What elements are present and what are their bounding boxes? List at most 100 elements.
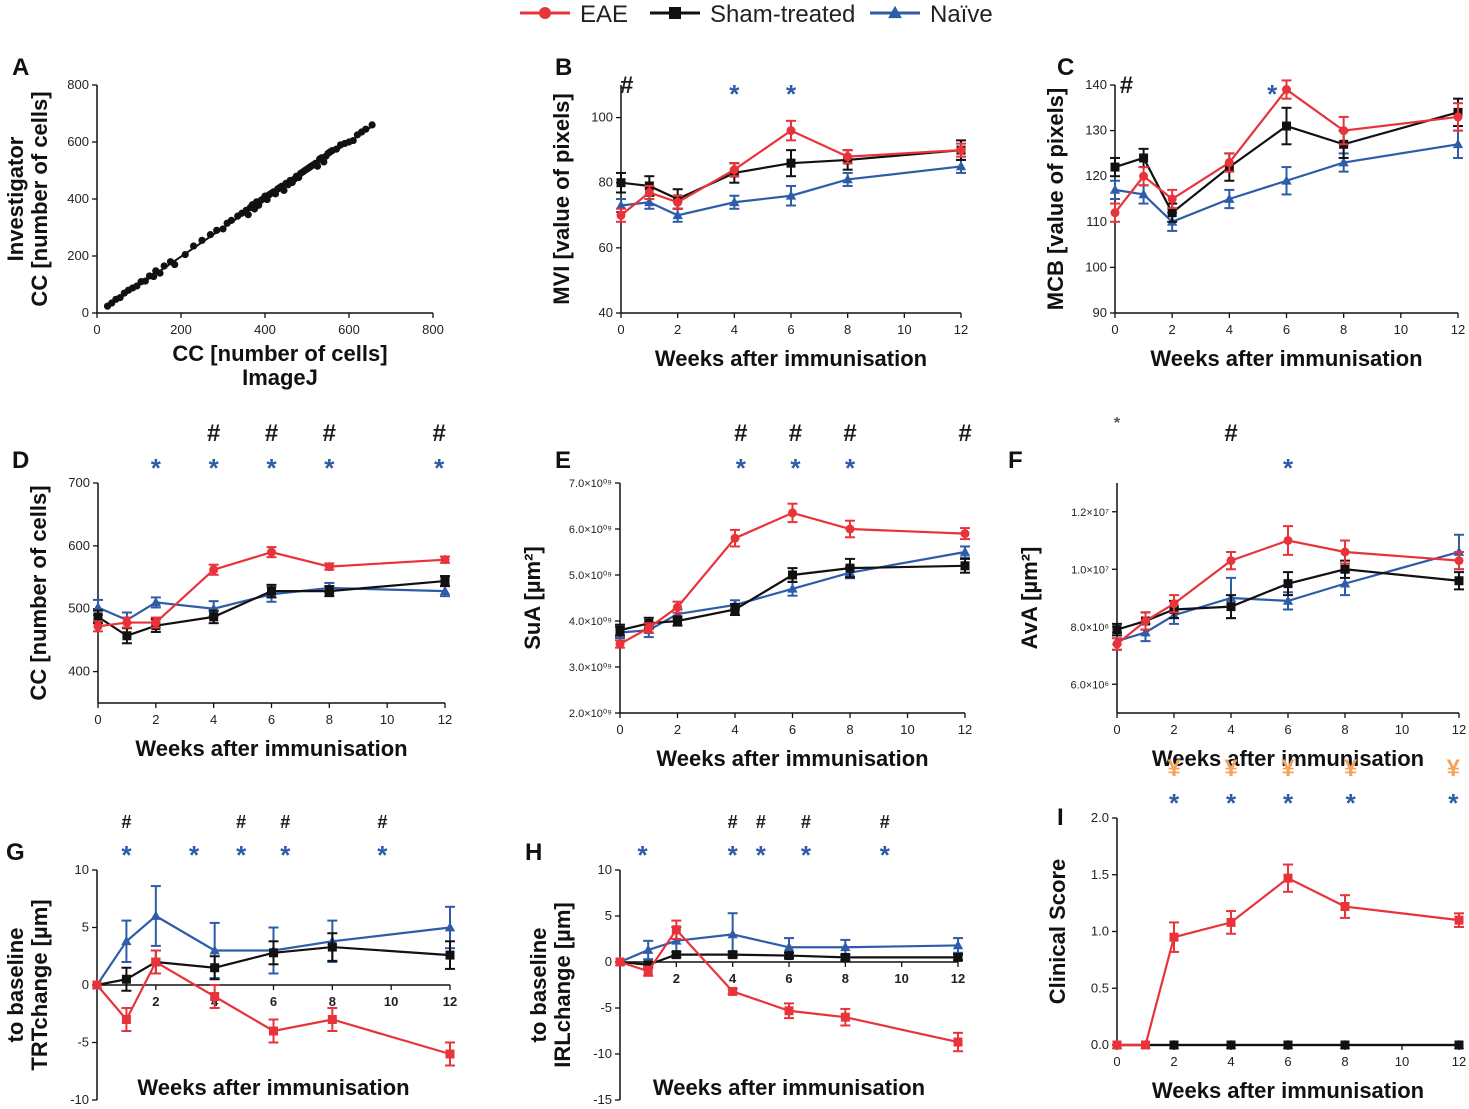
y-tick-label: 2.0 (1091, 810, 1109, 825)
panel-letter: F (1008, 447, 1023, 474)
x-tick-label: 0 (616, 722, 623, 737)
series-sham (1112, 1040, 1464, 1050)
x-axis-label: Weeks after immunisation (656, 746, 928, 771)
data-point (788, 508, 797, 518)
data-point (672, 209, 683, 220)
x-tick-label: 8 (326, 712, 333, 727)
series-naive (614, 545, 971, 640)
x-tick-label: 6 (789, 722, 796, 737)
y-tick-label: -5 (77, 1035, 89, 1050)
star-mark: * (637, 840, 648, 870)
significance-marks: # * # * # * # (734, 420, 972, 483)
x-tick-label: 8 (844, 322, 851, 337)
data-point (151, 957, 161, 967)
data-point (1339, 126, 1349, 136)
panel-f: F 6.0×10⁶ 8.0×10⁶ 1.0×10⁷ 1.2×10⁷ 0 2 4 6 8 10 12 We… (1008, 415, 1466, 771)
y-tick-label: -5 (600, 1000, 612, 1015)
hash-mark: # (620, 72, 633, 99)
data-point (327, 1015, 337, 1024)
data-point (210, 992, 220, 1001)
legend-label: EAE (580, 1, 628, 28)
series-eae (616, 119, 966, 223)
data-point (209, 945, 220, 955)
star-mark: * (1448, 788, 1459, 818)
y-axis-label: to baseline (3, 928, 28, 1043)
data-point (1226, 1040, 1236, 1050)
data-point (150, 597, 162, 607)
data-point (784, 951, 794, 961)
data-point (1281, 175, 1292, 185)
x-tick-label: 4 (1227, 722, 1234, 737)
data-point (444, 922, 456, 932)
legend-marker (539, 7, 551, 19)
y-tick-label: 100 (591, 110, 613, 125)
hash-mark: # (377, 812, 387, 832)
panel-c: C 90 100 110 120 130 140 0 2 4 6 8 10 12 Weeks after i… (1043, 54, 1465, 371)
data-point (327, 942, 337, 952)
data-point (727, 929, 738, 939)
data-point (1141, 1040, 1150, 1050)
star-mark: * (1169, 788, 1180, 818)
data-point (845, 563, 855, 573)
y-axis-label: SuA [µm²] (520, 546, 545, 650)
yen-mark: ¥ (1344, 755, 1358, 782)
data-point (785, 190, 797, 200)
panel-a: A 0 200 400 600 800 0 200 400 600 800 CC [number of… (3, 54, 444, 390)
data-point (786, 158, 796, 168)
x-axis-label: Weeks after immunisation (1152, 746, 1424, 771)
y-tick-label: 0 (82, 305, 89, 320)
series-sham (93, 575, 450, 645)
data-point (1138, 189, 1149, 199)
x-tick-label: 12 (1451, 322, 1465, 337)
panel-letter: E (555, 447, 571, 474)
hash-mark: # (801, 812, 811, 832)
series-eae (1112, 525, 1464, 651)
x-tick-label: 800 (422, 322, 444, 337)
x-tick-label: 0 (1113, 1054, 1120, 1069)
data-point (1340, 1040, 1350, 1050)
y-tick-label: 200 (67, 248, 89, 263)
star-mark: * (790, 453, 801, 483)
series-eae (615, 919, 963, 1053)
y-tick-label: 2.0×10⁰⁹ (569, 708, 612, 720)
x-tick-label: 10 (384, 994, 398, 1009)
data-point (671, 935, 682, 945)
data-point (616, 210, 626, 220)
legend-marker (669, 7, 681, 19)
panel-e: E 2.0×10⁰⁹ 3.0×10⁰⁹ 4.0×10⁰⁹ 5.0×10⁰⁹ 6.0×10⁰… (520, 420, 972, 771)
data-point (673, 616, 682, 626)
x-tick-label: 4 (1227, 1054, 1234, 1069)
y-tick-label: 700 (68, 475, 90, 490)
data-point (209, 565, 219, 575)
y-tick-label: 6.0×10⁶ (1071, 679, 1109, 691)
x-tick-label: 2 (673, 971, 680, 986)
series-eae (1112, 863, 1464, 1050)
y-tick-label: 140 (1085, 77, 1107, 92)
x-tick-label: 8 (846, 722, 853, 737)
x-tick-label: 6 (270, 994, 277, 1009)
panel-i: I 0.0 0.5 1.0 1.5 2.0 0 2 4 6 8 10 12 Weeks after imm… (1045, 755, 1466, 1103)
x-tick-label: 10 (1395, 722, 1409, 737)
x-tick-label: 0 (93, 322, 100, 337)
significance-marks: * # * (1114, 415, 1294, 483)
y-tick-label: 10 (75, 862, 89, 877)
y-tick-label: 800 (67, 77, 89, 92)
x-tick-label: 12 (954, 322, 968, 337)
x-tick-label: 600 (338, 322, 360, 337)
x-tick-label: 8 (1340, 322, 1347, 337)
x-axis-label: CC [number of cells] (172, 341, 387, 366)
x-tick-label: 12 (443, 994, 457, 1009)
data-point (1167, 194, 1177, 204)
data-point (1282, 85, 1291, 95)
data-point (445, 950, 455, 960)
x-tick-label: 2 (1170, 1054, 1177, 1069)
data-point (1283, 1040, 1293, 1050)
data-point (1224, 158, 1234, 168)
data-point (1283, 873, 1293, 883)
y-axis-label: MVI [value of pixels] (549, 93, 574, 305)
series-eae (93, 546, 450, 633)
x-axis-label: Weeks after immunisation (653, 1075, 925, 1100)
data-point (671, 950, 681, 960)
data-point (1282, 595, 1294, 605)
y-tick-label: 0.5 (1091, 980, 1109, 995)
